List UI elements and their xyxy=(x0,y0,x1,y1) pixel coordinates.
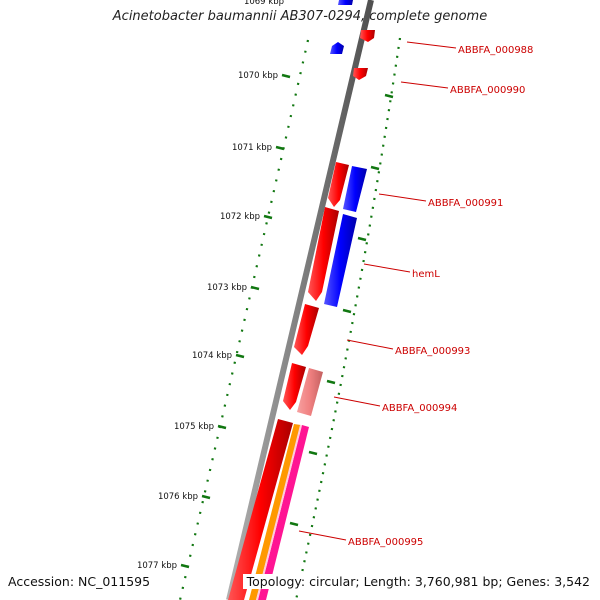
kbp-tick xyxy=(235,353,245,359)
label-leader-line xyxy=(378,193,427,202)
gene-label[interactable]: ABBFA_000988 xyxy=(458,45,533,56)
label-leader-line xyxy=(406,41,457,49)
gene-000990[interactable] xyxy=(353,68,368,80)
gene-label[interactable]: hemL xyxy=(412,269,440,280)
gene-000991-blue[interactable] xyxy=(343,166,367,212)
gene-heml-red[interactable] xyxy=(308,207,339,301)
kbp-tick-label: 1069 kbp xyxy=(244,0,284,7)
gene-000993[interactable] xyxy=(294,304,319,355)
gene-blue-top[interactable] xyxy=(338,0,353,5)
gene-label[interactable]: ABBFA_000993 xyxy=(395,346,470,357)
feature-track xyxy=(228,0,375,600)
gene-000988[interactable] xyxy=(360,30,375,42)
gene-label[interactable]: ABBFA_000994 xyxy=(382,403,457,414)
kbp-tick-label: 1072 kbp xyxy=(220,212,260,222)
outer-tick xyxy=(308,450,318,456)
gene-label[interactable]: ABBFA_000991 xyxy=(428,198,503,209)
kbp-tick-label: 1070 kbp xyxy=(238,71,278,81)
gene-label[interactable]: ABBFA_000990 xyxy=(450,85,525,96)
outer-tick xyxy=(357,236,367,242)
gene-labels: ABBFA_000988 ABBFA_000990 ABBFA_000991 hemL… xyxy=(298,41,533,548)
kbp-tick-label: 1071 kbp xyxy=(232,143,272,153)
label-leader-line xyxy=(298,530,347,541)
kbp-tick xyxy=(281,73,291,79)
gene-000995[interactable] xyxy=(258,425,309,600)
gene-000994-red[interactable] xyxy=(283,363,306,410)
gene-000995-orange[interactable] xyxy=(249,424,301,600)
kbp-tick-label: 1076 kbp xyxy=(158,492,198,502)
kbp-tick-label: 1073 kbp xyxy=(207,283,247,293)
outer-tick xyxy=(289,521,299,527)
outer-tick xyxy=(370,165,380,171)
kbp-tick-label: 1074 kbp xyxy=(192,351,232,361)
inner-guide-dots xyxy=(178,39,310,600)
gene-000995-red[interactable] xyxy=(228,419,293,600)
genome-backbone xyxy=(226,0,374,600)
kbp-tick-label: 1075 kbp xyxy=(174,422,214,432)
kbp-ruler xyxy=(180,73,394,569)
label-leader-line xyxy=(333,396,381,407)
label-leader-line xyxy=(363,263,411,273)
outer-tick xyxy=(342,308,352,314)
kbp-labels: 1069 kbp 1070 kbp 1071 kbp 1072 kbp 1073 kbp… xyxy=(137,0,284,571)
gene-label[interactable]: ABBFA_000995 xyxy=(348,537,423,548)
outer-tick xyxy=(384,93,394,99)
kbp-tick xyxy=(201,494,211,500)
label-leader-line xyxy=(346,339,394,350)
label-leader-line xyxy=(400,81,449,89)
map-title: Acinetobacter baumannii AB307-0294, comp… xyxy=(112,9,488,24)
outer-tick xyxy=(326,379,336,385)
gene-heml[interactable] xyxy=(324,214,357,307)
gene-000991-red[interactable] xyxy=(328,162,349,207)
topology-text: Topology: circular; Length: 3,760,981 bp… xyxy=(242,574,594,589)
gene-blue-small[interactable] xyxy=(330,42,344,54)
gene-000994[interactable] xyxy=(297,368,323,416)
kbp-tick xyxy=(263,214,273,220)
accession-text: Accession: NC_011595 xyxy=(4,574,155,589)
gene-000995-light xyxy=(256,425,302,600)
kbp-tick-label: 1077 kbp xyxy=(137,561,177,571)
